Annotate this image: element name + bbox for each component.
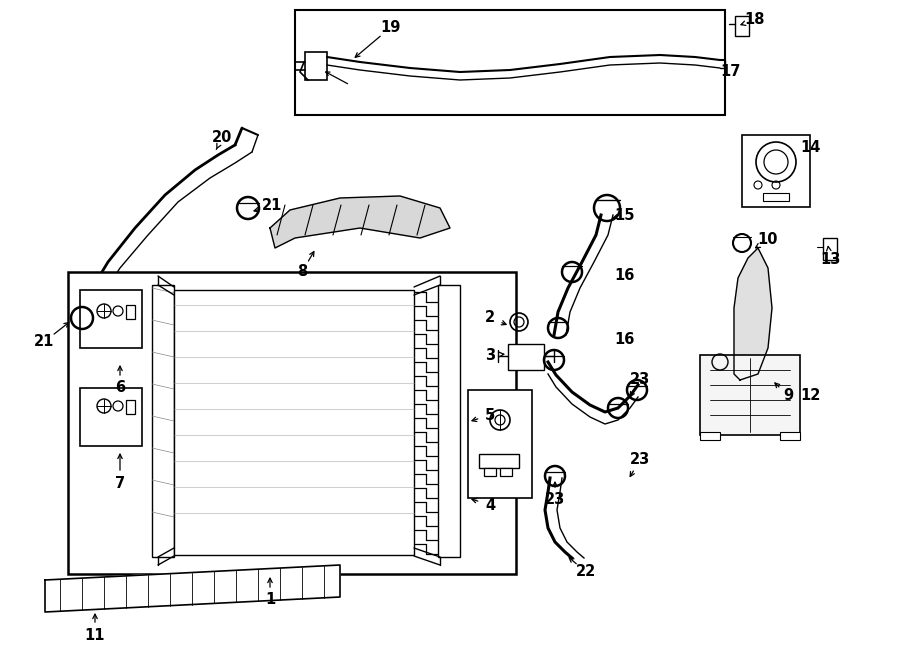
Bar [305,52,327,80]
Bar [700,355,800,435]
Text: 15: 15 [615,208,635,223]
Text: 1: 1 [265,592,275,607]
Text: 9: 9 [783,389,793,403]
Text: 23: 23 [544,492,565,508]
Bar [735,16,749,36]
Bar [438,285,460,557]
Bar [80,290,142,348]
Text: 19: 19 [380,20,400,36]
Bar [780,432,800,440]
Bar [68,272,516,574]
Text: 21: 21 [34,334,54,350]
Text: 8: 8 [297,264,307,280]
Polygon shape [734,248,772,380]
Text: 14: 14 [800,141,820,155]
Bar [152,285,174,557]
Bar [468,390,532,498]
Text: 17: 17 [720,65,740,79]
Text: 6: 6 [115,381,125,395]
Bar [126,400,135,414]
Bar [508,344,544,370]
Bar [823,238,837,260]
Text: 12: 12 [800,387,820,403]
Text: 3: 3 [485,348,495,362]
Bar [484,468,496,476]
Bar [80,388,142,446]
Bar [742,135,810,207]
Bar [479,454,519,468]
Text: 23: 23 [630,453,650,467]
Bar [174,290,414,555]
Text: 16: 16 [615,332,635,348]
Bar [295,10,725,115]
Text: 4: 4 [485,498,495,512]
Text: 21: 21 [262,198,283,214]
Text: 2: 2 [485,311,495,325]
Polygon shape [270,196,450,248]
Bar [700,432,720,440]
Text: 11: 11 [85,627,105,642]
Bar [126,305,135,319]
Text: 20: 20 [212,130,232,145]
Bar [500,468,512,476]
Text: 5: 5 [485,407,495,422]
Text: 22: 22 [576,564,596,580]
Text: 7: 7 [115,475,125,490]
Polygon shape [45,565,340,612]
Text: 18: 18 [745,13,765,28]
Text: 23: 23 [630,373,650,387]
Text: 10: 10 [758,233,778,247]
Text: 13: 13 [820,253,841,268]
Bar [763,193,789,201]
Text: 16: 16 [615,268,635,282]
